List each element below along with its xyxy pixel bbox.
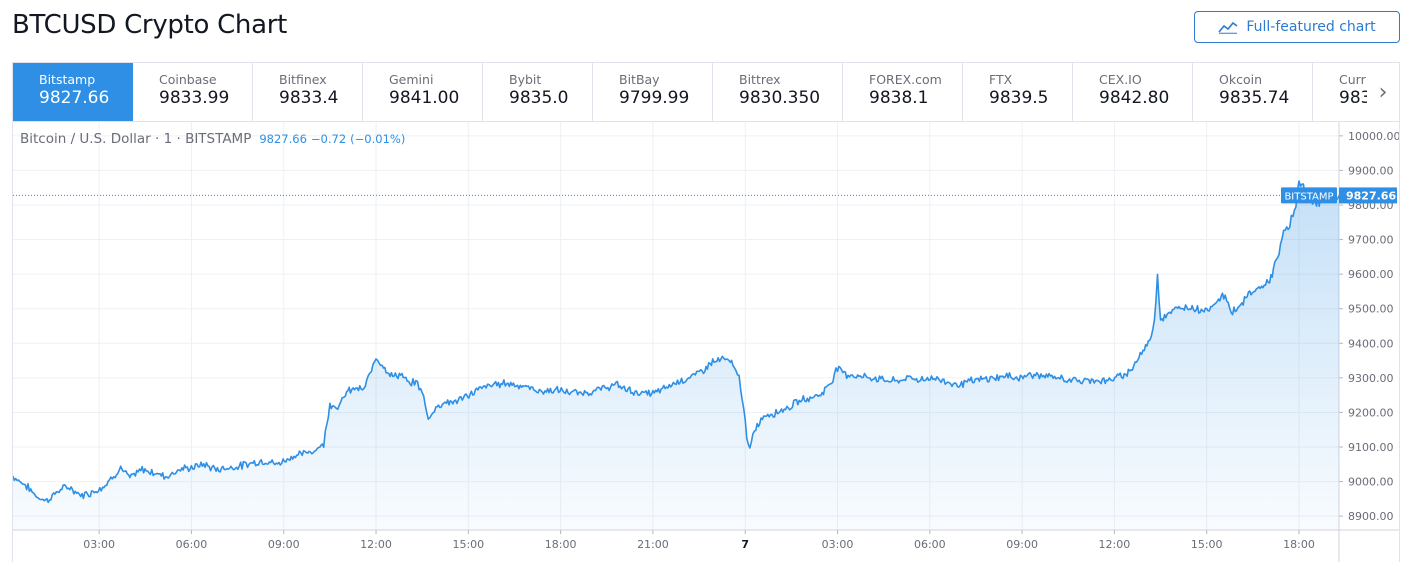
exchange-tabs: Bitstamp 9827.66 Coinbase 9833.99 Bitfin… xyxy=(12,62,1400,122)
x-axis-tick-label: 06:00 xyxy=(914,538,946,551)
price-series-line xyxy=(13,180,1340,504)
exchange-name: Coinbase xyxy=(159,72,217,87)
x-axis-tick-label: 15:00 xyxy=(1191,538,1223,551)
exchange-tab-bitbay[interactable]: BitBay 9799.99 xyxy=(593,63,713,121)
chevron-right-icon[interactable]: › xyxy=(1367,63,1399,121)
exchange-tab-ftx[interactable]: FTX 9839.5 xyxy=(963,63,1073,121)
x-axis-tick-label: 09:00 xyxy=(268,538,300,551)
legend-change-pct: (−0.01%) xyxy=(350,132,406,146)
y-axis-tick-label: 10000.00 xyxy=(1348,130,1399,143)
y-axis-tick-label: 9200.00 xyxy=(1348,406,1394,419)
exchange-price: 9839.5 xyxy=(989,88,1049,108)
exchange-price: 9833.99 xyxy=(159,88,230,108)
exchange-name: FTX xyxy=(989,72,1013,87)
full-featured-chart-button[interactable]: Full-featured chart xyxy=(1194,11,1400,43)
exchange-price: 9841.00 xyxy=(389,88,460,108)
exchange-tab-okcoin[interactable]: Okcoin 9835.74 xyxy=(1193,63,1313,121)
exchange-tab-bittrex[interactable]: Bittrex 9830.350 xyxy=(713,63,843,121)
exchange-price: 9799.99 xyxy=(619,88,690,108)
x-axis-tick-label: 03:00 xyxy=(822,538,854,551)
y-axis-tick-label: 9400.00 xyxy=(1348,337,1394,350)
exchange-tab-coinbase[interactable]: Coinbase 9833.99 xyxy=(133,63,253,121)
exchange-price: 9835.0 xyxy=(509,88,569,108)
y-axis-tick-label: 9100.00 xyxy=(1348,441,1394,454)
exchange-tab-bybit[interactable]: Bybit 9835.0 xyxy=(483,63,593,121)
legend-last-price: 9827.66 xyxy=(259,132,307,146)
exchange-price: 9827.66 xyxy=(39,88,110,108)
y-axis-tick-label: 8900.00 xyxy=(1348,510,1394,523)
exchange-name: Bybit xyxy=(509,72,542,87)
exchange-name: Gemini xyxy=(389,72,434,87)
y-axis-tick-label: 9000.00 xyxy=(1348,476,1394,489)
last-price-badge-label: 9827.66 xyxy=(1346,189,1396,202)
exchange-tab-cexio[interactable]: CEX.IO 9842.80 xyxy=(1073,63,1193,121)
y-axis-tick-label: 9300.00 xyxy=(1348,372,1394,385)
exchange-name: Bitstamp xyxy=(39,72,96,87)
price-area-fill xyxy=(13,181,1339,530)
x-axis-tick-label: 03:00 xyxy=(83,538,115,551)
x-axis-tick-label: 12:00 xyxy=(360,538,392,551)
exchange-price: 9830.350 xyxy=(739,88,821,108)
exchange-name: Okcoin xyxy=(1219,72,1262,87)
price-chart[interactable]: 10000.009900.009800.009700.009600.009500… xyxy=(13,122,1399,562)
exchange-name: CEX.IO xyxy=(1099,72,1142,87)
page-title: BTCUSD Crypto Chart xyxy=(12,10,288,40)
chart-legend: Bitcoin / U.S. Dollar · 1 · BITSTAMP 982… xyxy=(20,131,405,147)
line-chart-icon xyxy=(1218,21,1238,34)
exchange-price: 9838.1 xyxy=(869,88,929,108)
exchange-name: Curr xyxy=(1339,72,1366,87)
x-axis-tick-label: 18:00 xyxy=(545,538,577,551)
exchange-price: 9833.4 xyxy=(279,88,339,108)
legend-change: −0.72 xyxy=(310,132,347,146)
exchange-price: 9835.74 xyxy=(1219,88,1290,108)
x-axis-tick-label: 06:00 xyxy=(176,538,208,551)
y-axis-tick-label: 9900.00 xyxy=(1348,164,1394,177)
series-name-badge xyxy=(1281,187,1337,204)
x-axis-tick-label: 12:00 xyxy=(1099,538,1131,551)
last-price-badge xyxy=(1339,187,1397,204)
legend-symbol: Bitcoin / U.S. Dollar · 1 · BITSTAMP xyxy=(20,131,252,147)
exchange-tab-bitstamp[interactable]: Bitstamp 9827.66 xyxy=(13,63,133,121)
chart-area[interactable]: 10000.00 9900.00 9800.00 9700.00 9600.00 9500… xyxy=(12,122,1400,562)
exchange-tab-forex[interactable]: FOREX.com 9838.1 xyxy=(843,63,963,121)
x-axis-tick-label: 15:00 xyxy=(452,538,484,551)
exchange-name: FOREX.com xyxy=(869,72,942,87)
x-axis-tick-label: 7 xyxy=(741,538,749,551)
exchange-name: BitBay xyxy=(619,72,660,87)
y-axis-tick-label: 9700.00 xyxy=(1348,234,1394,247)
x-axis-tick-label: 18:00 xyxy=(1283,538,1315,551)
exchange-price: 983 xyxy=(1339,88,1372,108)
y-axis-tick-label: 9600.00 xyxy=(1348,268,1394,281)
y-axis-tick-label: 9500.00 xyxy=(1348,303,1394,316)
exchange-tab-bitfinex[interactable]: Bitfinex 9833.4 xyxy=(253,63,363,121)
full-featured-chart-label: Full-featured chart xyxy=(1246,19,1376,35)
exchange-name: Bittrex xyxy=(739,72,781,87)
exchange-tab-gemini[interactable]: Gemini 9841.00 xyxy=(363,63,483,121)
exchange-name: Bitfinex xyxy=(279,72,327,87)
exchange-tab-curr[interactable]: Curr 983 xyxy=(1313,63,1399,121)
x-axis-tick-label: 09:00 xyxy=(1006,538,1038,551)
series-name-badge-label: BITSTAMP xyxy=(1284,191,1333,202)
exchange-price: 9842.80 xyxy=(1099,88,1170,108)
x-axis-tick-label: 21:00 xyxy=(637,538,669,551)
